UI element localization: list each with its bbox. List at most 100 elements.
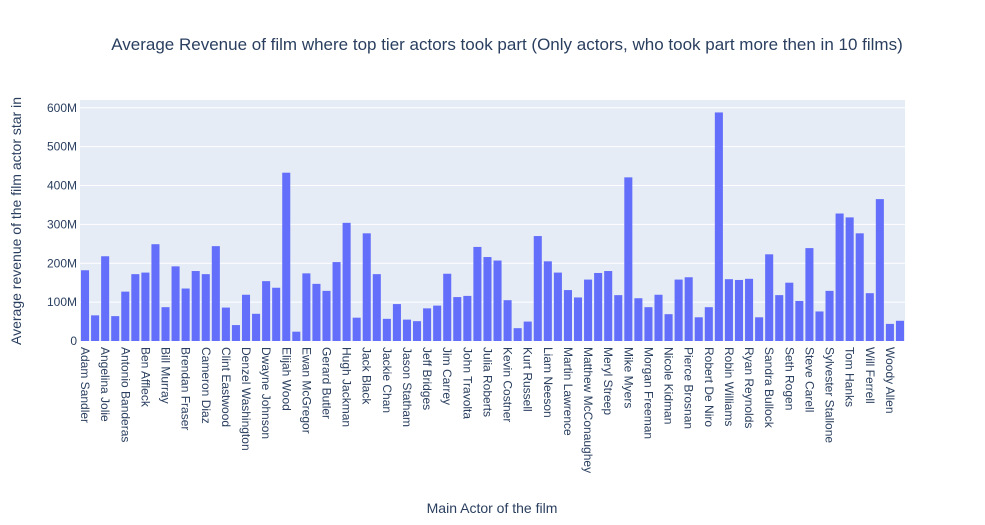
bar[interactable] <box>161 307 170 341</box>
x-tick-label: Jack Black <box>360 347 374 405</box>
x-axis-ticks: Adam Sandler Angelina Jolie Antonio Bander… <box>78 347 897 473</box>
bar[interactable] <box>654 294 663 341</box>
bar[interactable] <box>795 300 804 341</box>
y-axis-ticks: 0 100M 200M 300M 400M 500M 600M <box>47 101 77 348</box>
bar[interactable] <box>835 213 844 341</box>
bar[interactable] <box>624 177 633 341</box>
bar[interactable] <box>473 246 482 341</box>
x-tick-label: Ryan Reynolds <box>742 347 756 428</box>
x-tick-label: Pierce Brosnan <box>682 347 696 429</box>
bar[interactable] <box>664 314 673 341</box>
bar[interactable] <box>483 257 492 341</box>
y-axis-title: Average revenue of the film actor star i… <box>8 97 24 345</box>
bar[interactable] <box>503 300 512 341</box>
bar[interactable] <box>181 288 190 341</box>
bar[interactable] <box>201 274 210 341</box>
bar[interactable] <box>352 317 361 341</box>
bar[interactable] <box>252 313 261 341</box>
bar[interactable] <box>433 305 442 341</box>
bar[interactable] <box>855 233 864 341</box>
bar[interactable] <box>523 321 532 341</box>
bar[interactable] <box>533 236 542 341</box>
x-tick-label: Angelina Jolie <box>98 347 112 422</box>
bar[interactable] <box>563 290 572 341</box>
bar[interactable] <box>91 315 100 341</box>
bar[interactable] <box>151 244 160 341</box>
bar[interactable] <box>845 217 854 341</box>
bar[interactable] <box>362 233 371 341</box>
bar[interactable] <box>674 279 683 341</box>
bar[interactable] <box>865 293 874 341</box>
bar[interactable] <box>745 278 754 341</box>
bar[interactable] <box>141 272 150 341</box>
bar[interactable] <box>493 260 502 341</box>
bar[interactable] <box>81 270 90 341</box>
bar[interactable] <box>765 254 774 341</box>
bar[interactable] <box>292 331 301 341</box>
bar[interactable] <box>885 323 894 341</box>
bar[interactable] <box>101 256 110 341</box>
bar[interactable] <box>805 248 814 341</box>
bar[interactable] <box>191 271 200 341</box>
bar[interactable] <box>382 318 391 341</box>
bar[interactable] <box>875 199 884 341</box>
bar[interactable] <box>231 325 240 341</box>
bar[interactable] <box>513 328 522 341</box>
bar[interactable] <box>443 273 452 341</box>
x-tick-label: Clint Eastwood <box>219 347 233 427</box>
x-tick-label: Gerard Butler <box>319 347 333 419</box>
bar[interactable] <box>634 298 643 341</box>
bar[interactable] <box>604 271 613 341</box>
y-tick-label: 200M <box>47 256 77 270</box>
bar[interactable] <box>302 273 311 341</box>
bar[interactable] <box>211 246 220 341</box>
x-tick-label: Sylvester Stallone <box>823 347 837 443</box>
bar[interactable] <box>332 262 341 341</box>
bar[interactable] <box>704 307 713 341</box>
bar[interactable] <box>262 281 271 341</box>
bar[interactable] <box>775 295 784 341</box>
bar[interactable] <box>282 172 291 341</box>
bar[interactable] <box>573 297 583 341</box>
bar[interactable] <box>392 304 401 341</box>
bar[interactable] <box>241 294 251 341</box>
x-tick-label: Tom Hanks <box>843 347 857 407</box>
bar[interactable] <box>594 272 603 341</box>
bar[interactable] <box>614 295 623 341</box>
bar[interactable] <box>221 307 230 341</box>
bar[interactable] <box>684 277 693 341</box>
bar[interactable] <box>342 222 351 341</box>
bar[interactable] <box>463 295 472 341</box>
bar[interactable] <box>815 311 824 341</box>
bar[interactable] <box>785 282 794 341</box>
bar[interactable] <box>825 290 834 341</box>
bar[interactable] <box>714 112 723 341</box>
bar[interactable] <box>734 279 744 341</box>
bar[interactable] <box>121 291 130 341</box>
bar[interactable] <box>372 274 381 341</box>
bar[interactable] <box>543 261 552 341</box>
x-tick-label: Jackie Chan <box>380 347 394 413</box>
bar[interactable] <box>272 287 281 341</box>
x-tick-label: Ewan McGregor <box>299 347 313 434</box>
bar[interactable] <box>584 279 593 341</box>
bar[interactable] <box>644 307 653 341</box>
bar[interactable] <box>111 316 120 341</box>
bar[interactable] <box>423 308 432 341</box>
bar[interactable] <box>755 317 764 341</box>
bar[interactable] <box>694 317 703 341</box>
x-tick-label: Woody Allen <box>883 347 897 414</box>
bar[interactable] <box>402 319 412 341</box>
x-tick-label: Matthew McConaughey <box>581 347 595 473</box>
y-tick-label: 300M <box>47 217 77 231</box>
bar[interactable] <box>322 290 331 341</box>
bar[interactable] <box>895 320 904 341</box>
bar[interactable] <box>131 274 140 341</box>
bar[interactable] <box>724 279 733 341</box>
bar[interactable] <box>312 283 321 341</box>
y-tick-label: 600M <box>47 101 77 115</box>
bar[interactable] <box>553 272 562 341</box>
bar[interactable] <box>453 297 462 341</box>
bar[interactable] <box>413 321 422 341</box>
bar[interactable] <box>171 266 180 341</box>
